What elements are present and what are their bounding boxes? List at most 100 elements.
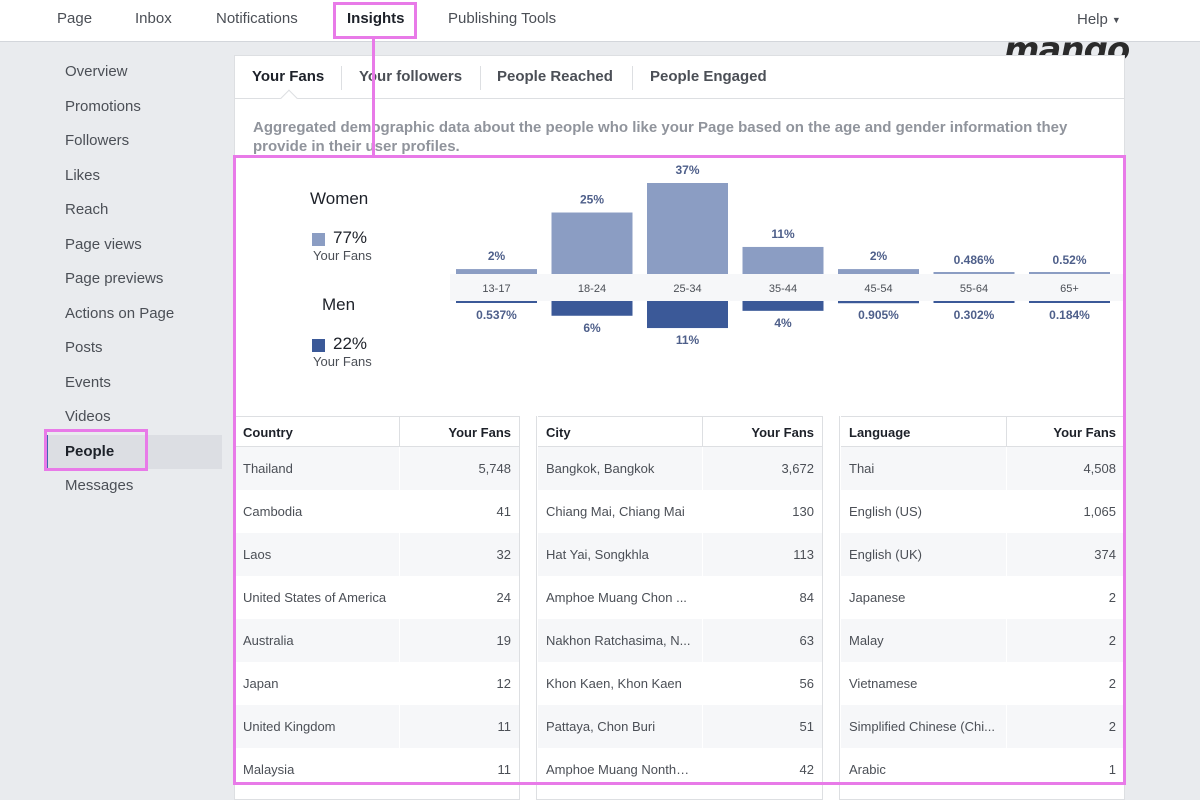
sidebar-item-likes[interactable]: Likes bbox=[65, 166, 101, 184]
section-description: Aggregated demographic data about the pe… bbox=[253, 119, 1068, 155]
table-row: Malaysia 11 bbox=[235, 748, 519, 791]
legend-women-subtitle: Your Fans bbox=[313, 248, 372, 263]
men-bar bbox=[647, 301, 728, 329]
sidebar-item-overview[interactable]: Overview bbox=[65, 63, 128, 80]
tab-people-reached[interactable]: People Reached bbox=[497, 68, 613, 85]
column-header-fans[interactable]: Your Fans bbox=[1053, 425, 1116, 440]
sidebar-item-reach[interactable]: Reach bbox=[65, 201, 109, 218]
table-row: Thai 4,508 bbox=[841, 447, 1124, 490]
men-bar bbox=[742, 301, 824, 311]
table-row: Arabic 1 bbox=[841, 748, 1124, 791]
insights-panel: Your Fans Your followers People Reached … bbox=[234, 55, 1125, 800]
table-row: Chiang Mai, Chiang Mai 130 bbox=[538, 490, 822, 533]
age-category-label: 45-54 bbox=[864, 283, 892, 295]
nav-publishing-tools[interactable]: Publishing Tools bbox=[448, 10, 557, 27]
legend-men-swatch bbox=[312, 339, 325, 352]
tab-bar: Your Fans Your followers People Reached … bbox=[235, 56, 1124, 107]
sidebar-item-posts[interactable]: Posts bbox=[65, 339, 103, 356]
city-fans-cell: 130 bbox=[792, 504, 814, 519]
men-data-label: 6% bbox=[583, 321, 601, 335]
age-gender-chart: 13-17 2% 0.537% 18-24 25% 6% 25-34 37% 11% 35-44 1… bbox=[450, 163, 1124, 347]
women-data-label: 2% bbox=[870, 249, 888, 263]
column-divider bbox=[702, 490, 703, 533]
column-divider bbox=[702, 533, 703, 576]
sidebar: Overview Promotions Followers Likes Reac… bbox=[44, 55, 222, 504]
country-fans-cell: 32 bbox=[496, 547, 511, 562]
age-category-label: 25-34 bbox=[673, 283, 701, 295]
city-name-cell: Pattaya, Chon Buri bbox=[546, 719, 656, 734]
legend-women-percent: 77% bbox=[333, 228, 368, 247]
nav-inbox[interactable]: Inbox bbox=[135, 10, 172, 27]
language-name-cell: Malay bbox=[849, 633, 884, 648]
sidebar-item-page-views[interactable]: Page views bbox=[65, 235, 142, 253]
tab-people-engaged[interactable]: People Engaged bbox=[650, 68, 767, 85]
men-data-label: 0.905% bbox=[858, 308, 899, 322]
women-bar bbox=[456, 269, 537, 274]
column-divider bbox=[702, 447, 703, 490]
nav-notifications[interactable]: Notifications bbox=[216, 10, 298, 27]
tab-divider bbox=[341, 66, 342, 90]
tab-divider bbox=[632, 66, 633, 90]
table-row: English (US) 1,065 bbox=[841, 490, 1124, 533]
men-data-label: 4% bbox=[774, 316, 792, 330]
sidebar-item-promotions[interactable]: Promotions bbox=[65, 97, 141, 115]
women-bar bbox=[647, 183, 728, 274]
table-row: Khon Kaen, Khon Kaen 56 bbox=[538, 662, 822, 705]
column-header-language[interactable]: Language bbox=[849, 425, 911, 440]
sidebar-item-videos[interactable]: Videos bbox=[65, 408, 111, 425]
sidebar-item-page-previews[interactable]: Page previews bbox=[65, 270, 164, 287]
legend-men-percent: 22% bbox=[333, 334, 368, 353]
city-name-cell: Khon Kaen, Khon Kaen bbox=[546, 676, 682, 691]
city-fans-cell: 3,672 bbox=[781, 461, 814, 476]
country-fans-cell: 19 bbox=[496, 633, 511, 648]
column-header-country[interactable]: Country bbox=[243, 425, 293, 440]
column-divider bbox=[399, 533, 400, 576]
language-name-cell: Simplified Chinese (Chi... bbox=[849, 719, 995, 734]
table-header: Language Your Fans bbox=[841, 416, 1124, 448]
nav-page[interactable]: Page bbox=[57, 10, 93, 27]
men-bar bbox=[838, 301, 919, 304]
insights-highlight-box bbox=[333, 2, 417, 39]
city-name-cell: Amphoe Muang Nontha... bbox=[546, 762, 694, 777]
column-divider bbox=[702, 748, 703, 791]
column-divider bbox=[1006, 662, 1007, 705]
sidebar-item-events[interactable]: Events bbox=[65, 373, 111, 391]
men-data-label: 0.184% bbox=[1049, 308, 1090, 322]
country-name-cell: Malaysia bbox=[243, 762, 295, 777]
tab-your-followers[interactable]: Your followers bbox=[359, 68, 463, 85]
column-header-fans[interactable]: Your Fans bbox=[751, 425, 814, 440]
age-category-label: 18-24 bbox=[578, 283, 606, 295]
column-header-fans[interactable]: Your Fans bbox=[448, 425, 511, 440]
tab-your-fans[interactable]: Your Fans bbox=[252, 68, 325, 85]
sidebar-item-actions-on-page[interactable]: Actions on Page bbox=[65, 304, 175, 322]
city-fans-cell: 42 bbox=[799, 762, 814, 777]
help-label: Help bbox=[1077, 11, 1108, 28]
country-fans-cell: 41 bbox=[496, 504, 511, 519]
sidebar-item-messages[interactable]: Messages bbox=[65, 477, 134, 494]
language-name-cell: Arabic bbox=[849, 762, 886, 777]
country-fans-cell: 12 bbox=[496, 676, 511, 691]
legend-men-subtitle: Your Fans bbox=[313, 354, 372, 369]
country-name-cell: Thailand bbox=[243, 461, 293, 476]
legend-men-title: Men bbox=[322, 295, 356, 314]
column-divider bbox=[399, 619, 400, 662]
country-table: Country Your Fans Thailand 5,748 Cambodia 4… bbox=[235, 416, 519, 791]
women-bar bbox=[838, 269, 919, 274]
table-row: Japanese 2 bbox=[841, 576, 1124, 619]
city-name-cell: Nakhon Ratchasima, N... bbox=[546, 633, 691, 648]
legend-women-swatch bbox=[312, 233, 325, 246]
nav-insights[interactable]: Insights bbox=[347, 10, 405, 27]
age-band-background bbox=[450, 274, 1124, 301]
age-category-label: 65+ bbox=[1060, 283, 1079, 295]
column-header-city[interactable]: City bbox=[546, 425, 571, 440]
table-row: United Kingdom 11 bbox=[235, 705, 519, 748]
language-fans-cell: 1,065 bbox=[1083, 504, 1116, 519]
column-divider bbox=[702, 576, 703, 619]
table-row: Simplified Chinese (Chi... 2 bbox=[841, 705, 1124, 748]
language-name-cell: Vietnamese bbox=[849, 676, 918, 691]
help-menu[interactable]: Help ▼ bbox=[1077, 11, 1121, 28]
city-name-cell: Chiang Mai, Chiang Mai bbox=[546, 504, 685, 519]
women-data-label: 11% bbox=[771, 227, 795, 241]
sidebar-item-followers[interactable]: Followers bbox=[65, 132, 130, 149]
table-row: United States of America 24 bbox=[235, 576, 519, 619]
